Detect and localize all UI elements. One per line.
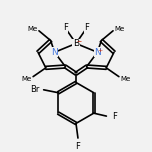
Text: B: B xyxy=(73,39,79,48)
Text: Me: Me xyxy=(21,76,31,82)
Text: Me: Me xyxy=(115,26,125,32)
Text: Me: Me xyxy=(27,26,37,32)
Text: F: F xyxy=(76,142,80,151)
Text: F: F xyxy=(63,23,68,32)
Text: N: N xyxy=(51,48,58,57)
Text: −: − xyxy=(76,39,82,44)
Text: Br: Br xyxy=(30,85,40,94)
Text: Me: Me xyxy=(121,76,131,82)
Text: F: F xyxy=(84,23,89,32)
Text: +: + xyxy=(98,48,103,52)
Text: F: F xyxy=(112,112,117,121)
Text: N: N xyxy=(94,48,101,57)
